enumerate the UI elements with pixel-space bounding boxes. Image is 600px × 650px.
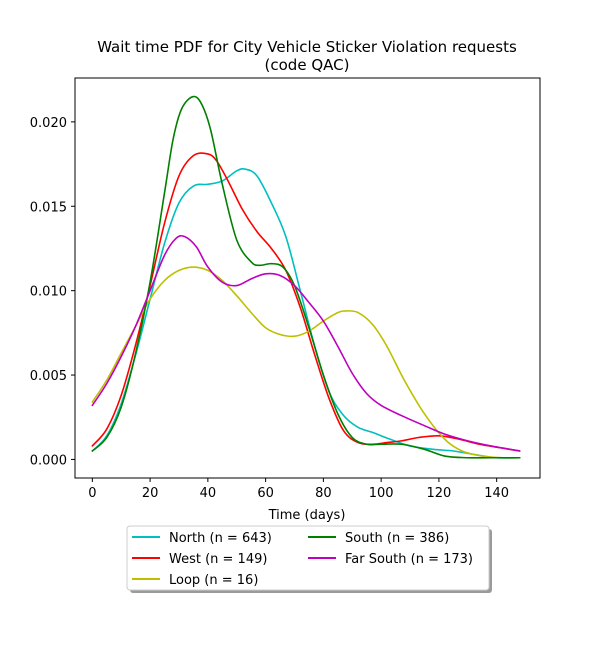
legend-item: North (n = 643) — [132, 531, 272, 546]
y-tick-label: 0.000 — [30, 453, 67, 468]
chart-title: Wait time PDF for City Vehicle Sticker V… — [97, 38, 517, 56]
legend-label: Loop (n = 16) — [169, 573, 258, 588]
legend-label: West (n = 149) — [169, 552, 267, 567]
x-tick-label: 40 — [200, 486, 217, 501]
x-axis-label: Time (days) — [268, 508, 346, 523]
series-line-0 — [91, 167, 521, 459]
x-tick-label: 0 — [88, 486, 96, 501]
y-tick-label: 0.015 — [30, 200, 67, 215]
x-axis: 0 20 40 60 80 100 120 140 — [88, 478, 509, 501]
series-line-4 — [91, 234, 521, 452]
legend-item: West (n = 149) — [132, 552, 267, 567]
legend-label: North (n = 643) — [169, 531, 272, 546]
plot-frame — [74, 77, 541, 479]
chart-subtitle: (code QAC) — [265, 56, 350, 74]
legend: North (n = 643) West (n = 149) Loop (n = 1… — [126, 525, 492, 593]
x-tick-label: 20 — [142, 486, 159, 501]
y-axis: 0.000 0.005 0.010 0.015 0.020 — [30, 116, 75, 468]
y-tick-label: 0.020 — [30, 116, 67, 131]
y-tick-label: 0.010 — [30, 285, 67, 300]
x-tick-label: 100 — [369, 486, 394, 501]
series-line-3 — [91, 95, 521, 459]
series-line-2 — [91, 266, 521, 459]
y-tick-label: 0.005 — [30, 369, 67, 384]
series-layer — [91, 95, 521, 459]
x-tick-label: 120 — [426, 486, 451, 501]
legend-item: Far South (n = 173) — [308, 552, 473, 567]
legend-item: Loop (n = 16) — [132, 573, 258, 588]
legend-label: South (n = 386) — [345, 531, 449, 546]
series-line-1 — [91, 152, 521, 452]
x-tick-label: 140 — [484, 486, 509, 501]
x-tick-label: 60 — [257, 486, 274, 501]
legend-label: Far South (n = 173) — [345, 552, 473, 567]
legend-item: South (n = 386) — [308, 531, 449, 546]
x-tick-label: 80 — [315, 486, 332, 501]
